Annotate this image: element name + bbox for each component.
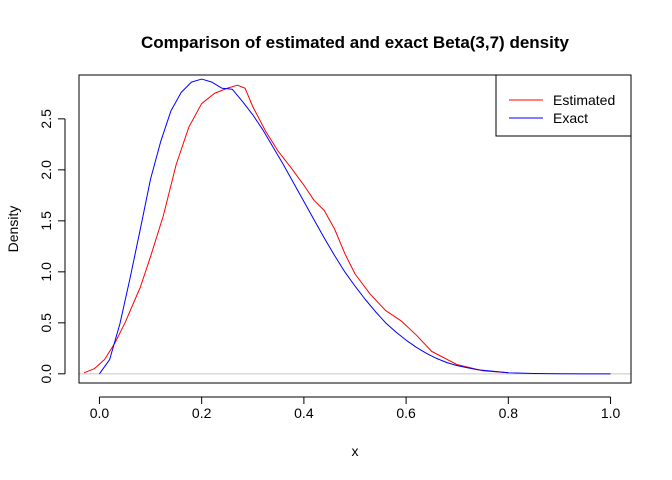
plot-frame <box>78 74 632 384</box>
series-line-exact <box>99 78 611 375</box>
x-tick-label: 1.0 <box>601 405 621 421</box>
legend-box <box>495 74 632 137</box>
x-tick-label: 0.6 <box>396 405 416 421</box>
y-tick-label: 0.5 <box>38 313 54 333</box>
legend-label-estimated: Estimated <box>553 92 615 108</box>
x-axis-label: x <box>352 443 359 459</box>
y-tick-label: 2.0 <box>38 160 54 180</box>
series-line-estimated <box>83 84 509 374</box>
series-layer <box>83 78 611 375</box>
y-tick-label: 1.0 <box>38 262 54 282</box>
y-tick-label: 0.0 <box>38 364 54 384</box>
x-tick-label: 0.2 <box>192 405 212 421</box>
y-axis: 0.0 0.5 1.0 1.5 2.0 2.5 <box>38 109 66 384</box>
x-tick-label: 0.8 <box>499 405 519 421</box>
legend-label-exact: Exact <box>553 110 588 126</box>
y-tick-label: 2.5 <box>38 109 54 129</box>
legend: Estimated Exact <box>495 74 632 137</box>
y-axis-label: Density <box>5 206 21 253</box>
x-tick-label: 0.0 <box>90 405 110 421</box>
chart-title: Comparison of estimated and exact Beta(3… <box>141 33 569 52</box>
y-tick-label: 1.5 <box>38 211 54 231</box>
x-axis: 0.0 0.2 0.4 0.6 0.8 1.0 <box>90 396 621 421</box>
legend-items: Estimated Exact <box>509 92 615 126</box>
x-tick-label: 0.4 <box>294 405 314 421</box>
